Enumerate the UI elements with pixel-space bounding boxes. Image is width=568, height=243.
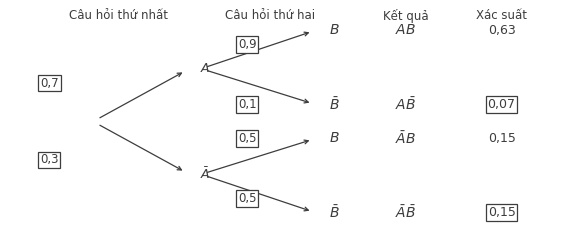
Text: $\bar{A}\bar{B}$: $\bar{A}\bar{B}$	[395, 204, 416, 221]
Text: $\bar{B}$: $\bar{B}$	[329, 204, 340, 221]
Text: 0,1: 0,1	[238, 98, 257, 111]
Text: $A$: $A$	[201, 62, 211, 75]
Text: 0,7: 0,7	[40, 77, 59, 90]
Text: Kết quả: Kết quả	[383, 9, 428, 23]
Text: $B$: $B$	[329, 23, 340, 37]
Text: 0,15: 0,15	[488, 206, 516, 219]
Text: $\bar{A}B$: $\bar{A}B$	[395, 130, 416, 147]
Text: 0,07: 0,07	[487, 98, 516, 111]
Text: 0,15: 0,15	[488, 132, 516, 145]
Text: 0,3: 0,3	[40, 153, 59, 166]
Text: Xác suất: Xác suất	[476, 9, 527, 22]
Text: 0,9: 0,9	[238, 38, 257, 51]
Text: $B$: $B$	[329, 131, 340, 145]
Text: $\bar{A}$: $\bar{A}$	[201, 167, 211, 182]
Text: Câu hỏi thứ nhất: Câu hỏi thứ nhất	[69, 9, 168, 22]
Text: $AB$: $AB$	[395, 23, 416, 37]
Text: $A\bar{B}$: $A\bar{B}$	[395, 96, 416, 113]
Text: 0,5: 0,5	[238, 192, 257, 205]
Text: 0,5: 0,5	[238, 132, 257, 145]
Text: Câu hỏi thứ hai: Câu hỏi thứ hai	[225, 9, 315, 22]
Text: 0,63: 0,63	[488, 24, 516, 37]
Text: $\bar{B}$: $\bar{B}$	[329, 96, 340, 113]
